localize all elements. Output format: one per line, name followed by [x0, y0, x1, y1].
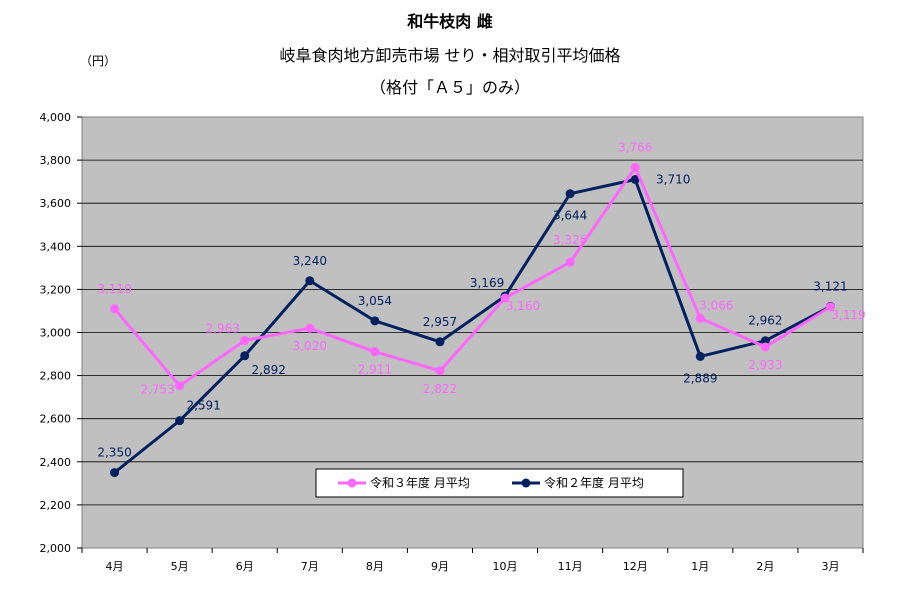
data-point	[305, 323, 315, 333]
data-point	[435, 366, 445, 376]
data-point	[695, 351, 705, 361]
y-tick-label: 4,000	[40, 111, 72, 124]
data-point	[175, 416, 185, 426]
legend-marker	[521, 478, 531, 488]
x-axis-ticks: 4月 5月 6月 7月 8月 9月 10月 11月 12月 1月 2月 3月	[81, 548, 864, 573]
x-tick-label: 9月	[431, 560, 449, 573]
data-label: 2,591	[186, 399, 220, 413]
data-label: 3,066	[699, 298, 733, 312]
data-point	[240, 335, 250, 345]
data-label: 2,933	[748, 358, 782, 372]
chart-subtitle-grade: （格付「Ａ５」のみ）	[369, 78, 530, 97]
data-point	[240, 351, 250, 361]
data-label: 2,911	[358, 363, 392, 377]
series-line	[113, 177, 832, 474]
y-tick-label: 3,400	[40, 240, 72, 253]
data-label: 3,119	[831, 308, 865, 322]
data-point	[630, 162, 640, 172]
x-tick-label: 8月	[366, 560, 384, 573]
x-tick-label: 6月	[236, 560, 254, 573]
data-label: 3,020	[293, 339, 327, 353]
data-label: 2,889	[683, 371, 717, 385]
legend-label: 令和３年度 月平均	[370, 475, 470, 490]
y-tick-label: 2,800	[40, 370, 72, 383]
data-point	[435, 337, 445, 347]
data-label: 2,962	[748, 314, 782, 328]
data-point	[370, 347, 380, 357]
legend: 令和３年度 月平均 令和２年度 月平均	[315, 468, 684, 498]
x-tick-label: 4月	[106, 560, 124, 573]
y-tick-label: 3,800	[40, 154, 72, 167]
series-line	[113, 165, 832, 388]
data-point	[565, 189, 575, 199]
data-point	[305, 276, 315, 286]
data-label: 3,240	[293, 254, 327, 268]
data-label: 3,326	[553, 233, 587, 247]
data-point	[110, 468, 120, 478]
y-tick-label: 2,200	[40, 499, 72, 512]
data-label: 2,892	[252, 363, 286, 377]
data-point	[175, 381, 185, 391]
data-label: 2,753	[140, 383, 174, 397]
y-axis-ticks: 2,000 2,200 2,400 2,600 2,800 3,000 3,200 3,400…	[40, 111, 82, 555]
data-point	[370, 316, 380, 326]
data-label: 2,963	[206, 321, 240, 335]
data-label: 3,169	[470, 276, 504, 290]
data-label: 3,644	[553, 209, 587, 223]
x-tick-label: 7月	[301, 560, 319, 573]
series-group	[110, 162, 835, 478]
data-point	[760, 336, 770, 346]
data-point	[110, 304, 120, 314]
data-label: 3,110	[97, 282, 131, 296]
legend-label: 令和２年度 月平均	[544, 475, 644, 490]
chart-title: 和牛枝肉 雌	[407, 12, 493, 31]
y-tick-label: 3,600	[40, 197, 72, 210]
x-tick-label: 11月	[558, 560, 583, 573]
y-tick-label: 3,000	[40, 327, 72, 340]
chart-subtitle: 岐阜食肉地方卸売市場 せり・相対取引平均価格	[279, 46, 621, 65]
y-axis-unit-label: （円）	[80, 54, 117, 68]
x-tick-label: 3月	[821, 560, 839, 573]
data-label: 2,822	[423, 382, 457, 396]
data-label: 2,350	[97, 446, 131, 460]
x-tick-label: 2月	[756, 560, 774, 573]
data-labels: 3,110 2,753 2,963 3,020 2,911 2,822 3,160 3,326…	[97, 140, 865, 459]
data-label: 3,121	[813, 279, 847, 293]
data-label: 3,710	[656, 172, 690, 186]
data-point	[565, 257, 575, 267]
x-tick-label: 10月	[493, 560, 518, 573]
data-point	[500, 293, 510, 303]
data-label: 3,054	[358, 294, 392, 308]
grid-lines	[82, 159, 863, 506]
legend-marker	[347, 478, 357, 488]
y-tick-label: 2,600	[40, 413, 72, 426]
data-label: 3,160	[506, 299, 540, 313]
data-point	[695, 313, 705, 323]
y-tick-label: 2,400	[40, 456, 72, 469]
y-tick-label: 2,000	[40, 542, 72, 555]
data-point	[825, 302, 835, 312]
legend-box	[315, 468, 684, 498]
x-tick-label: 5月	[171, 560, 189, 573]
x-tick-label: 1月	[691, 560, 709, 573]
data-label: 2,957	[423, 315, 457, 329]
y-tick-label: 3,200	[40, 283, 72, 296]
data-label: 3,766	[618, 140, 652, 154]
data-point	[760, 342, 770, 352]
data-point	[630, 174, 640, 184]
x-tick-label: 12月	[623, 560, 648, 573]
